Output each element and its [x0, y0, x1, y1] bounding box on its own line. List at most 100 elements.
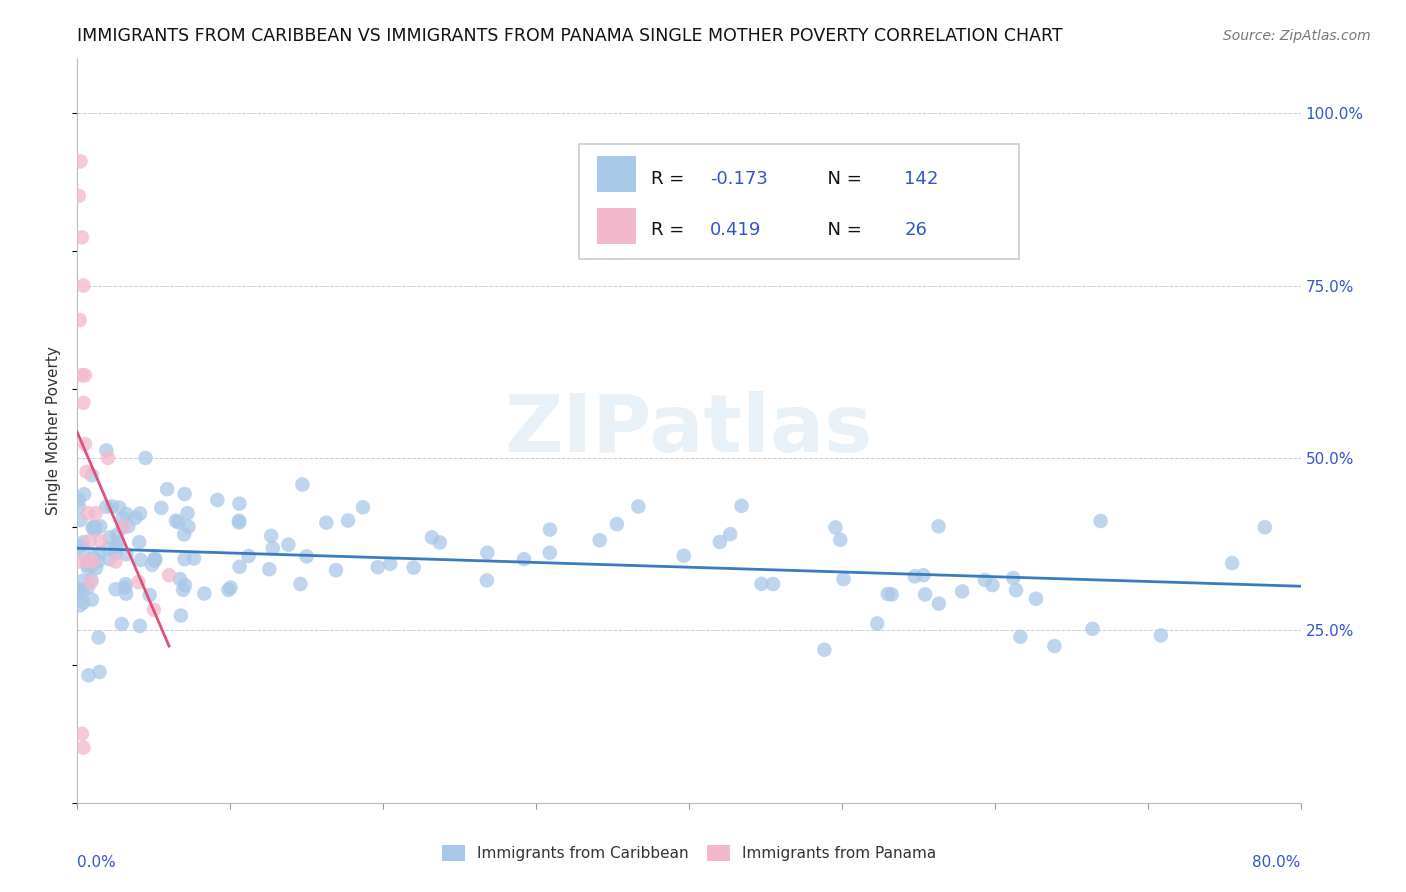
Point	[730, 499, 752, 513]
Point	[228, 497, 250, 511]
Point	[79, 533, 101, 548]
Point	[72, 740, 94, 755]
Point	[70, 230, 93, 244]
Point	[104, 546, 127, 560]
Point	[429, 535, 451, 549]
Point	[475, 574, 498, 588]
Point	[111, 617, 134, 632]
Point	[115, 587, 138, 601]
Point	[83, 523, 105, 537]
Point	[77, 561, 100, 575]
Point	[84, 561, 107, 575]
Point	[67, 554, 90, 568]
Point	[105, 528, 128, 542]
Point	[67, 583, 90, 598]
Point	[129, 507, 152, 521]
Point	[70, 727, 93, 741]
Point	[193, 586, 215, 600]
Point	[170, 608, 193, 623]
Point	[73, 368, 96, 383]
Point	[588, 533, 610, 548]
Point	[824, 520, 846, 534]
Point	[84, 520, 107, 534]
Point	[169, 572, 191, 586]
FancyBboxPatch shape	[579, 144, 1019, 259]
Point	[262, 541, 284, 556]
Text: 142: 142	[904, 169, 939, 187]
Point	[352, 500, 374, 515]
Point	[367, 560, 389, 574]
Point	[538, 523, 561, 537]
Point	[1010, 630, 1032, 644]
Point	[173, 487, 195, 501]
Point	[477, 546, 499, 560]
Point	[80, 592, 103, 607]
Point	[291, 477, 314, 491]
Point	[115, 507, 138, 521]
Point	[89, 533, 111, 548]
Point	[76, 581, 98, 595]
Point	[1043, 639, 1066, 653]
Point	[143, 552, 166, 566]
Point	[173, 552, 195, 566]
Point	[1090, 514, 1112, 528]
Text: 0.0%: 0.0%	[77, 855, 117, 870]
Point	[228, 516, 250, 530]
Point	[114, 580, 136, 594]
Point	[380, 557, 402, 571]
Point	[77, 554, 100, 568]
Point	[70, 368, 93, 383]
Point	[1005, 583, 1028, 598]
Text: R =: R =	[651, 169, 690, 187]
Point	[207, 492, 229, 507]
Point	[228, 559, 250, 574]
Point	[142, 603, 165, 617]
Point	[107, 535, 129, 549]
Point	[238, 549, 260, 563]
Text: Source: ZipAtlas.com: Source: ZipAtlas.com	[1223, 29, 1371, 43]
Point	[67, 582, 90, 597]
Point	[72, 278, 94, 293]
Point	[87, 547, 110, 561]
Point	[80, 468, 103, 483]
Point	[402, 560, 425, 574]
Point	[143, 551, 166, 566]
Point	[627, 500, 650, 514]
Point	[96, 443, 118, 458]
Point	[101, 500, 124, 514]
Point	[880, 587, 903, 601]
Point	[114, 577, 136, 591]
Point	[866, 616, 889, 631]
Point	[83, 549, 105, 564]
Point	[69, 313, 91, 327]
Point	[912, 568, 935, 582]
Text: 26: 26	[904, 221, 927, 239]
Point	[67, 189, 90, 203]
Point	[80, 559, 103, 574]
Point	[72, 547, 94, 561]
Point	[72, 585, 94, 599]
FancyBboxPatch shape	[598, 156, 637, 192]
Point	[538, 546, 561, 560]
Point	[96, 500, 118, 514]
Point	[337, 514, 360, 528]
Point	[124, 510, 146, 524]
Point	[97, 450, 120, 465]
Point	[914, 587, 936, 601]
Point	[108, 500, 131, 515]
Point	[974, 573, 997, 587]
Point	[950, 584, 973, 599]
Point	[928, 519, 950, 533]
Text: ZIPatlas: ZIPatlas	[505, 392, 873, 469]
Text: 0.419: 0.419	[710, 221, 761, 239]
Point	[141, 558, 163, 572]
Point	[104, 582, 127, 597]
Point	[174, 578, 197, 592]
Point	[69, 539, 91, 553]
Point	[259, 562, 281, 576]
Point	[87, 631, 110, 645]
Point	[217, 582, 239, 597]
Point	[111, 521, 134, 535]
Point	[513, 552, 536, 566]
Point	[72, 574, 94, 588]
